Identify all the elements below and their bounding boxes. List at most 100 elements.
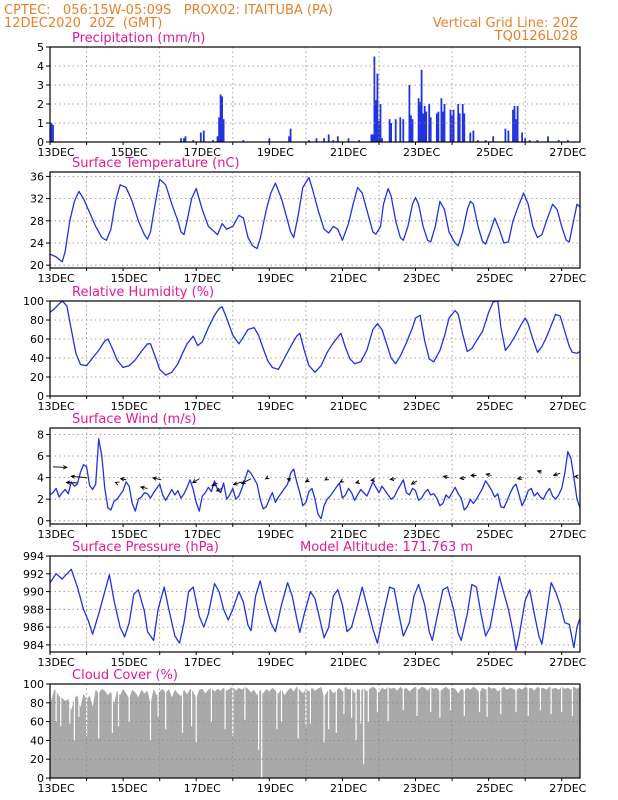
- precip-ytick-label: 2: [37, 98, 44, 111]
- temp-title: Surface Temperature (nC): [72, 156, 240, 171]
- precip-bar: [513, 105, 516, 142]
- precip-bar: [315, 138, 318, 142]
- wind-arrow: [286, 477, 292, 482]
- precip-bar: [402, 119, 405, 142]
- wind-date-label: 15DEC: [111, 528, 148, 541]
- cloud-date-label: 27DEC: [549, 782, 586, 795]
- cloud-date-label: 13DEC: [38, 782, 75, 795]
- precip-date-label: 21DEC: [330, 146, 367, 159]
- precip-date-label: 25DEC: [476, 146, 513, 159]
- wind-date-label: 17DEC: [184, 528, 221, 541]
- temp-date-label: 23DEC: [403, 272, 440, 285]
- rh-ytick-label: 20: [30, 371, 44, 384]
- wind-arrow: [459, 475, 466, 481]
- pres-series-line: [49, 568, 581, 651]
- header-model-code: TQ0126L028: [494, 29, 578, 44]
- wind-ytick-label: 2: [37, 493, 44, 506]
- temp-date-label: 13DEC: [38, 272, 75, 285]
- temp-date-label: 15DEC: [111, 272, 148, 285]
- wind-ytick-label: 8: [37, 429, 44, 442]
- rh-date-label: 21DEC: [330, 400, 367, 413]
- wind-ytick-label: 0: [37, 515, 44, 528]
- rh-date-label: 27DEC: [549, 400, 586, 413]
- pres-date-label: 19DEC: [257, 656, 294, 669]
- header-station-line: CPTEC: 056:15W-05:09S PROX02: ITAITUBA (…: [4, 3, 333, 18]
- temp-date-label: 27DEC: [549, 272, 586, 285]
- precip-bar: [504, 128, 507, 142]
- wind-arrow: [304, 478, 310, 483]
- precip-title: Precipitation (mm/h): [72, 31, 205, 46]
- precip-bar: [221, 96, 223, 142]
- precip-bar: [184, 136, 187, 142]
- cloud-ytick-label: 80: [30, 697, 44, 710]
- precip-date-label: 15DEC: [111, 146, 148, 159]
- precip-bar: [376, 73, 379, 142]
- precip-bar: [443, 104, 446, 142]
- wind-arrow: [264, 475, 270, 480]
- precip-bar: [457, 104, 460, 142]
- temp-ytick-label: 36: [30, 170, 44, 183]
- precip-bar: [440, 98, 443, 142]
- temp-date-label: 19DEC: [257, 272, 294, 285]
- rh-ytick-label: 0: [37, 390, 44, 403]
- wind-date-label: 23DEC: [403, 528, 440, 541]
- precip-bar: [388, 119, 391, 142]
- precip-bar: [218, 117, 220, 142]
- precip-bar: [390, 123, 392, 142]
- temp-frame: [49, 171, 581, 269]
- cloud-date-label: 17DEC: [184, 782, 221, 795]
- precip-bar: [484, 140, 487, 142]
- rh-panel: Relative Humidity (%) 0 20 40 60 80 100 13DEC 15…: [23, 285, 587, 413]
- wind-arrow: [552, 472, 561, 477]
- pres-date-label: 13DEC: [38, 656, 75, 669]
- precip-bar: [410, 115, 412, 142]
- temp-ytick-label: 20: [30, 259, 44, 272]
- pres-date-label: 15DEC: [111, 656, 148, 669]
- precip-bar: [199, 132, 202, 142]
- rh-date-label: 25DEC: [476, 400, 513, 413]
- wind-arrow: [573, 474, 579, 479]
- precip-bar: [372, 134, 374, 142]
- pres-ytick-label: 992: [23, 568, 44, 581]
- cloud-ytick-label: 40: [30, 734, 44, 747]
- cloud-ytick-label: 100: [23, 678, 44, 691]
- precip-bar: [429, 117, 432, 142]
- wind-ytick-label: 6: [37, 450, 44, 463]
- precip-ytick-label: 0: [37, 136, 44, 149]
- wind-date-label: 21DEC: [330, 528, 367, 541]
- precip-ytick-label: 3: [37, 79, 44, 92]
- precip-bar: [516, 105, 519, 142]
- precip-bar: [524, 138, 527, 142]
- pres-ytick-label: 990: [23, 586, 44, 599]
- precip-bar: [375, 100, 377, 142]
- wind-panel: Surface Wind (m/s) 0 2 4 6 8 13DEC 15DEC 17DEC 19…: [37, 412, 587, 541]
- pres-date-label: 23DEC: [403, 656, 440, 669]
- pres-ytick-label: 994: [23, 550, 44, 563]
- precip-bar: [472, 130, 475, 142]
- precip-bar: [192, 140, 195, 142]
- precip-bar: [420, 69, 423, 142]
- precip-ytick-label: 1: [37, 117, 44, 130]
- wind-arrow: [536, 469, 543, 474]
- precip-bar: [463, 113, 466, 142]
- precip-bar: [183, 138, 185, 142]
- precip-bar: [461, 104, 464, 142]
- temp-ytick-label: 32: [30, 193, 44, 206]
- precip-bar: [528, 140, 531, 142]
- pres-title: Surface Pressure (hPa): [72, 540, 219, 555]
- precip-bar: [212, 140, 214, 142]
- precip-bar: [547, 136, 549, 142]
- header-grid-line-note: Vertical Grid Line: 20Z: [433, 16, 578, 31]
- precip-date-label: 23DEC: [403, 146, 440, 159]
- precip-bar: [242, 140, 245, 142]
- precip-bar: [512, 109, 514, 142]
- wind-arrow: [516, 475, 523, 481]
- temp-ytick-label: 24: [30, 237, 44, 250]
- wind-arrow: [114, 481, 120, 486]
- rh-date-label: 13DEC: [38, 400, 75, 413]
- precip-bar: [557, 140, 560, 142]
- precip-bar: [492, 136, 495, 142]
- precip-bar: [289, 128, 292, 142]
- pres-frame: [49, 555, 581, 653]
- rh-date-label: 23DEC: [403, 400, 440, 413]
